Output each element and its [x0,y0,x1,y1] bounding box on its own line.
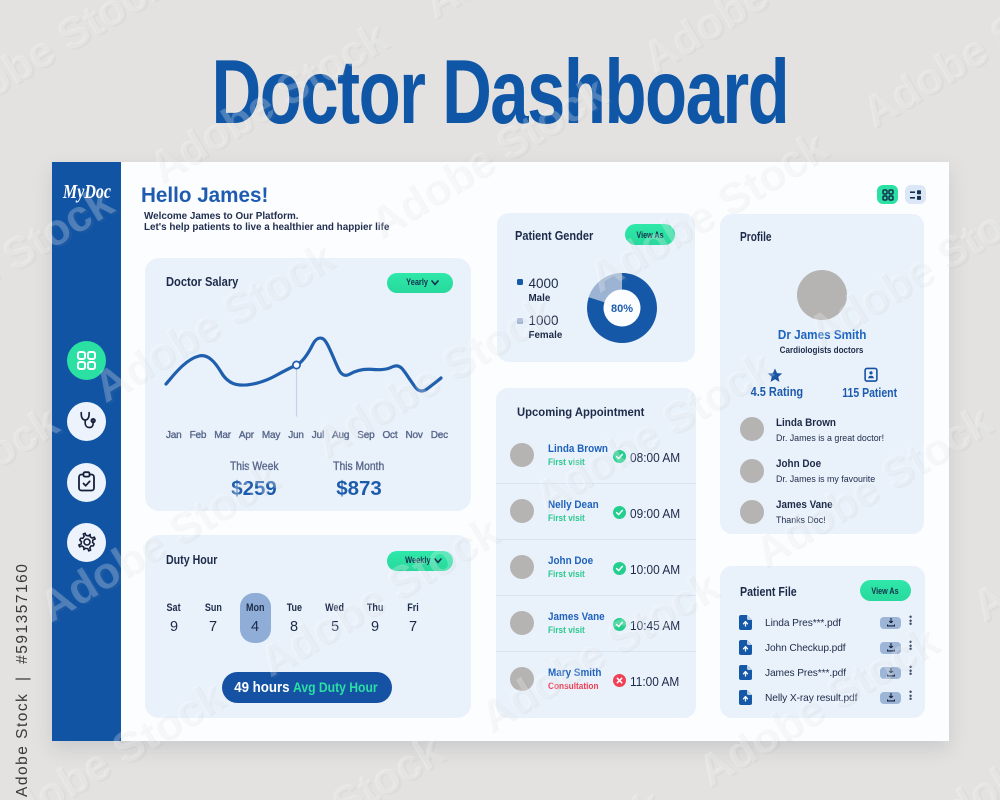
svg-text:Adobe Stock: Adobe Stock [415,780,671,800]
svg-text:Adobe Stock: Adobe Stock [415,0,671,28]
svg-text:Adobe Stock: Adobe Stock [417,0,673,29]
svg-text:80%: 80% [611,303,633,315]
svg-text:Adobe Stock: Adobe Stock [964,450,1000,631]
svg-text:Adobe Stock: Adobe Stock [966,452,1000,633]
svg-text:Adobe Stock: Adobe Stock [418,781,674,800]
